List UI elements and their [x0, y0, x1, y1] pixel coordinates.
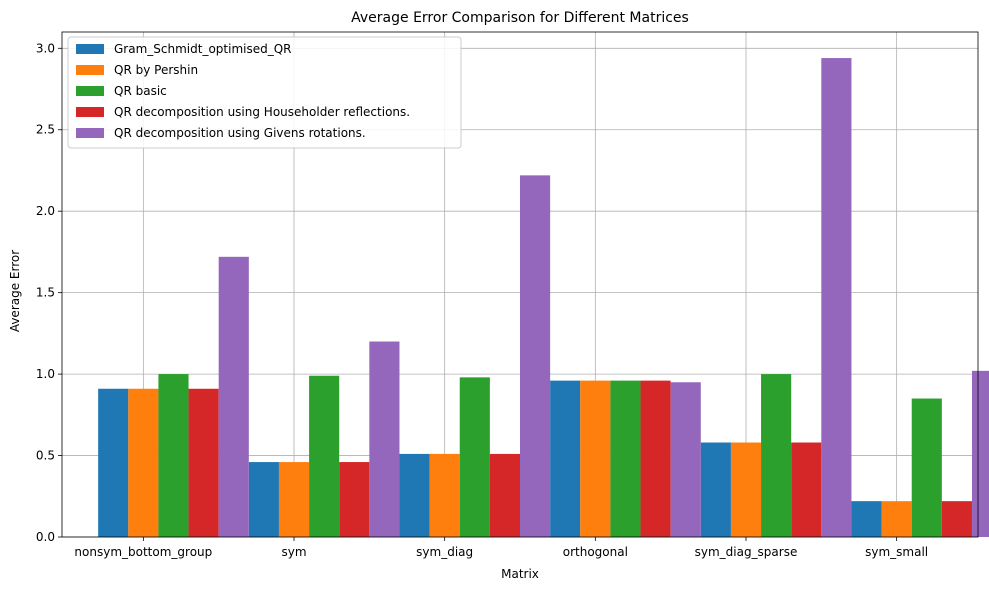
bar: [128, 388, 159, 537]
y-tick-label: 3.0: [36, 41, 55, 55]
bar: [911, 398, 942, 537]
x-tick-label: sym_small: [865, 545, 928, 559]
bar: [429, 453, 460, 537]
legend-label: QR basic: [114, 84, 167, 98]
bar: [278, 462, 310, 537]
bar: [791, 442, 822, 537]
legend-label: QR by Pershin: [114, 63, 198, 77]
legend-swatch: [76, 65, 104, 75]
bar: [610, 380, 641, 537]
bar: [248, 462, 279, 537]
bar: [98, 388, 129, 537]
bar: [188, 388, 219, 537]
bar: [399, 453, 430, 537]
bars-layer: [98, 58, 989, 538]
plot-frame: [61, 31, 979, 538]
legend-swatch: [76, 44, 104, 54]
bar: [971, 370, 989, 537]
legend: Gram_Schmidt_optimised_QR QR by Pershin QR…: [67, 36, 462, 149]
bar: [520, 175, 551, 537]
bar: [459, 377, 490, 537]
bar: [218, 256, 249, 537]
legend-label: QR decomposition using Givens rotations.: [114, 126, 366, 140]
chart-title: Average Error Comparison for Different M…: [351, 10, 689, 26]
bar: [489, 453, 520, 537]
legend-frame: [67, 36, 462, 149]
bar: [309, 375, 340, 537]
bar: [640, 380, 671, 537]
y-tick-label: 1.5: [36, 286, 55, 300]
bar: [881, 501, 912, 537]
x-tick-label: sym_diag: [416, 545, 473, 559]
y-axis-title: Average Error: [8, 250, 22, 332]
bar: [761, 374, 792, 537]
bar: [550, 380, 581, 537]
x-tick-label: orthogonal: [563, 545, 628, 559]
bar: [158, 374, 189, 537]
x-tick-label: nonsym_bottom_group: [74, 545, 212, 559]
legend-swatch: [76, 107, 104, 117]
y-tick-label: 1.0: [36, 367, 55, 381]
legend-label: QR decomposition using Householder refle…: [114, 105, 410, 119]
x-axis-title: Matrix: [501, 567, 539, 581]
y-tick-label: 2.0: [36, 204, 55, 218]
bar: [821, 58, 852, 538]
bar: [670, 382, 701, 537]
bar: [730, 442, 762, 537]
bar: [580, 380, 611, 537]
bar: [700, 442, 731, 537]
legend-swatch: [76, 128, 104, 138]
y-tick-label: 0.5: [36, 449, 55, 463]
x-tick-label: sym: [281, 545, 306, 559]
legend-swatch: [76, 86, 104, 96]
bar: [941, 501, 972, 537]
y-tick-label: 2.5: [36, 123, 55, 137]
y-tick-label: 0.0: [36, 530, 55, 544]
bar: [339, 462, 370, 537]
bar: [851, 501, 882, 537]
bar: [369, 341, 400, 537]
legend-label: Gram_Schmidt_optimised_QR: [114, 42, 292, 56]
x-tick-label: sym_diag_sparse: [695, 545, 798, 559]
ticks-layer: 0.0 0.5 1.0 1.5 2.0 2.5 3.0 nonsym_bottom_group…: [36, 41, 928, 559]
